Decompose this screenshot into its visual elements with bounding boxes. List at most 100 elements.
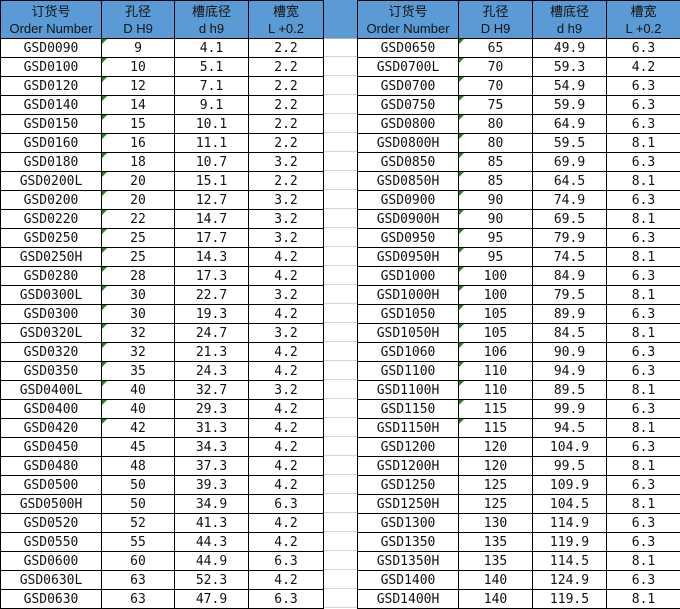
cell-groove-diameter[interactable]: 59.5	[532, 133, 607, 153]
cell-groove-width[interactable]: 6.3	[606, 342, 680, 362]
cell-bore-diameter[interactable]: 20	[101, 171, 175, 191]
cell-groove-diameter[interactable]: 47.9	[174, 589, 249, 609]
cell-groove-width[interactable]: 8.1	[606, 133, 680, 153]
cell-groove-width[interactable]: 8.1	[606, 589, 680, 609]
cell-bore-diameter[interactable]: 30	[101, 285, 175, 305]
cell-order-number[interactable]: GSD0700	[357, 76, 459, 96]
cell-groove-diameter[interactable]: 64.5	[532, 171, 607, 191]
cell-groove-width[interactable]: 6.3	[248, 494, 324, 514]
cell-groove-width[interactable]: 8.1	[606, 171, 680, 191]
cell-groove-width[interactable]: 4.2	[248, 513, 324, 533]
cell-bore-diameter[interactable]: 75	[458, 95, 533, 115]
cell-order-number[interactable]: GSD0300	[0, 304, 102, 324]
cell-groove-diameter[interactable]: 114.9	[532, 513, 607, 533]
cell-order-number[interactable]: GSD0320L	[0, 323, 102, 343]
cell-groove-diameter[interactable]: 99.9	[532, 399, 607, 419]
cell-groove-diameter[interactable]: 5.1	[174, 57, 249, 77]
cell-bore-diameter[interactable]: 110	[458, 380, 533, 400]
cell-groove-width[interactable]: 3.2	[248, 190, 324, 210]
cell-groove-diameter[interactable]: 12.7	[174, 190, 249, 210]
cell-bore-diameter[interactable]: 25	[101, 247, 175, 267]
cell-bore-diameter[interactable]: 10	[101, 57, 175, 77]
cell-groove-width[interactable]: 4.2	[248, 475, 324, 495]
cell-bore-diameter[interactable]: 100	[458, 285, 533, 305]
cell-groove-diameter[interactable]: 54.9	[532, 76, 607, 96]
cell-groove-width[interactable]: 3.2	[248, 228, 324, 248]
cell-order-number[interactable]: GSD0250H	[0, 247, 102, 267]
cell-order-number[interactable]: GSD1250H	[357, 494, 459, 514]
cell-groove-diameter[interactable]: 31.3	[174, 418, 249, 438]
cell-order-number[interactable]: GSD1350	[357, 532, 459, 552]
cell-groove-diameter[interactable]: 84.5	[532, 323, 607, 343]
cell-order-number[interactable]: GSD1000H	[357, 285, 459, 305]
cell-groove-width[interactable]: 4.2	[248, 418, 324, 438]
cell-bore-diameter[interactable]: 95	[458, 228, 533, 248]
cell-groove-diameter[interactable]: 41.3	[174, 513, 249, 533]
cell-groove-width[interactable]: 6.3	[606, 513, 680, 533]
cell-groove-diameter[interactable]: 74.5	[532, 247, 607, 267]
cell-groove-width[interactable]: 2.2	[248, 171, 324, 191]
cell-order-number[interactable]: GSD1150	[357, 399, 459, 419]
cell-groove-width[interactable]: 2.2	[248, 95, 324, 115]
cell-groove-width[interactable]: 6.3	[606, 114, 680, 134]
header-groove-width[interactable]: 槽宽 L +0.2	[248, 0, 324, 39]
cell-groove-width[interactable]: 6.3	[606, 95, 680, 115]
header-bore-diameter[interactable]: 孔径 D H9	[101, 0, 175, 39]
cell-groove-width[interactable]: 6.3	[248, 589, 324, 609]
cell-groove-diameter[interactable]: 90.9	[532, 342, 607, 362]
cell-groove-diameter[interactable]: 24.7	[174, 323, 249, 343]
cell-order-number[interactable]: GSD0500H	[0, 494, 102, 514]
cell-bore-diameter[interactable]: 60	[101, 551, 175, 571]
cell-bore-diameter[interactable]: 50	[101, 494, 175, 514]
cell-groove-diameter[interactable]: 39.3	[174, 475, 249, 495]
cell-order-number[interactable]: GSD0300L	[0, 285, 102, 305]
cell-order-number[interactable]: GSD0180	[0, 152, 102, 172]
cell-groove-diameter[interactable]: 34.9	[174, 494, 249, 514]
cell-bore-diameter[interactable]: 125	[458, 494, 533, 514]
cell-groove-width[interactable]: 3.2	[248, 209, 324, 229]
cell-bore-diameter[interactable]: 140	[458, 589, 533, 609]
cell-groove-width[interactable]: 4.2	[606, 57, 680, 77]
header-order-number[interactable]: 订货号 Order Number	[357, 0, 459, 39]
empty-gap-column[interactable]	[324, 0, 357, 609]
cell-bore-diameter[interactable]: 110	[458, 361, 533, 381]
cell-bore-diameter[interactable]: 85	[458, 152, 533, 172]
cell-order-number[interactable]: GSD1400	[357, 570, 459, 590]
cell-order-number[interactable]: GSD0200	[0, 190, 102, 210]
cell-groove-width[interactable]: 6.3	[606, 152, 680, 172]
cell-groove-diameter[interactable]: 4.1	[174, 38, 249, 58]
cell-groove-diameter[interactable]: 64.9	[532, 114, 607, 134]
cell-groove-diameter[interactable]: 10.7	[174, 152, 249, 172]
cell-bore-diameter[interactable]: 22	[101, 209, 175, 229]
cell-order-number[interactable]: GSD0600	[0, 551, 102, 571]
header-groove-width[interactable]: 槽宽 L +0.2	[606, 0, 680, 39]
cell-groove-width[interactable]: 6.3	[606, 437, 680, 457]
cell-order-number[interactable]: GSD0480	[0, 456, 102, 476]
cell-groove-diameter[interactable]: 52.3	[174, 570, 249, 590]
cell-groove-diameter[interactable]: 21.3	[174, 342, 249, 362]
cell-groove-width[interactable]: 2.2	[248, 114, 324, 134]
cell-groove-diameter[interactable]: 59.9	[532, 95, 607, 115]
cell-groove-width[interactable]: 4.2	[248, 437, 324, 457]
cell-groove-diameter[interactable]: 94.5	[532, 418, 607, 438]
cell-bore-diameter[interactable]: 65	[458, 38, 533, 58]
cell-groove-width[interactable]: 8.1	[606, 418, 680, 438]
cell-order-number[interactable]: GSD1300	[357, 513, 459, 533]
cell-bore-diameter[interactable]: 95	[458, 247, 533, 267]
cell-groove-diameter[interactable]: 19.3	[174, 304, 249, 324]
cell-bore-diameter[interactable]: 40	[101, 380, 175, 400]
cell-order-number[interactable]: GSD1050H	[357, 323, 459, 343]
cell-order-number[interactable]: GSD0200L	[0, 171, 102, 191]
cell-groove-diameter[interactable]: 79.9	[532, 228, 607, 248]
cell-groove-width[interactable]: 3.2	[248, 323, 324, 343]
cell-groove-diameter[interactable]: 59.3	[532, 57, 607, 77]
cell-groove-diameter[interactable]: 17.3	[174, 266, 249, 286]
cell-groove-width[interactable]: 6.3	[606, 76, 680, 96]
cell-order-number[interactable]: GSD0750	[357, 95, 459, 115]
cell-groove-diameter[interactable]: 15.1	[174, 171, 249, 191]
cell-groove-width[interactable]: 8.1	[606, 380, 680, 400]
cell-order-number[interactable]: GSD0550	[0, 532, 102, 552]
cell-groove-width[interactable]: 8.1	[606, 494, 680, 514]
cell-groove-diameter[interactable]: 119.5	[532, 589, 607, 609]
cell-groove-width[interactable]: 8.1	[606, 551, 680, 571]
